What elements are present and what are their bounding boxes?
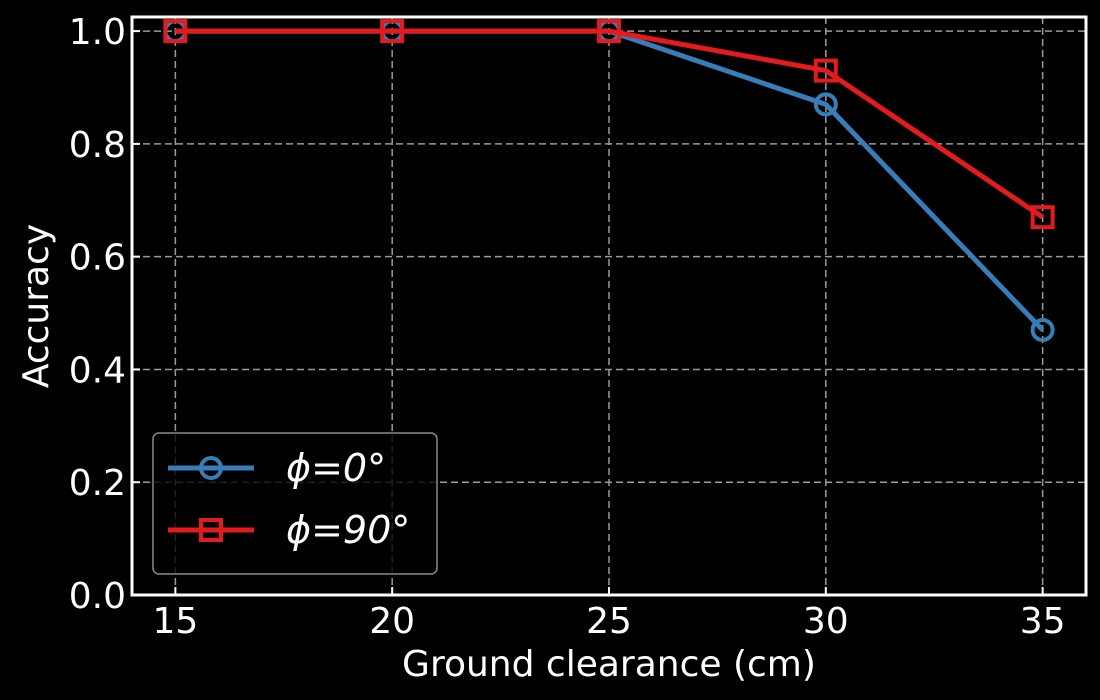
legend-label: ϕ=90° bbox=[286, 508, 410, 552]
data-point bbox=[597, 19, 621, 44]
legend-marker bbox=[199, 518, 223, 542]
y-tick-label: 0.4 bbox=[69, 350, 126, 391]
series-1 bbox=[163, 19, 1055, 230]
y-tick-label: 0.8 bbox=[69, 125, 126, 166]
data-point bbox=[813, 92, 838, 117]
y-axis-label: Accuracy bbox=[16, 224, 57, 388]
x-tick-label: 15 bbox=[152, 601, 198, 642]
y-tick-label: 0.0 bbox=[69, 576, 126, 617]
data-point bbox=[813, 58, 838, 83]
data-point bbox=[380, 19, 405, 44]
x-tick-label: 20 bbox=[369, 601, 415, 642]
x-tick-label: 35 bbox=[1020, 601, 1066, 642]
y-tick-label: 0.2 bbox=[69, 463, 126, 504]
x-tick-label: 25 bbox=[586, 601, 632, 642]
legend-marker bbox=[199, 456, 223, 480]
data-point bbox=[1030, 205, 1055, 230]
y-tick-label: 1.0 bbox=[69, 12, 126, 53]
legend-label: ϕ=0° bbox=[286, 446, 386, 490]
legend: ϕ=0° ϕ=90° bbox=[152, 432, 438, 575]
y-tick-label: 0.6 bbox=[69, 238, 126, 279]
ticks: 15 20 25 30 35 0.0 0.2 0.4 0.6 0.8 1.0 bbox=[69, 12, 1066, 642]
data-point bbox=[163, 19, 188, 44]
series-layer bbox=[163, 19, 1055, 342]
legend-item: ϕ=90° bbox=[168, 508, 410, 552]
data-point bbox=[1030, 317, 1055, 342]
series-line bbox=[175, 28, 1045, 220]
legend-item: ϕ=0° bbox=[168, 446, 386, 490]
x-axis-label: Ground clearance (cm) bbox=[402, 644, 816, 685]
x-tick-label: 30 bbox=[803, 601, 849, 642]
